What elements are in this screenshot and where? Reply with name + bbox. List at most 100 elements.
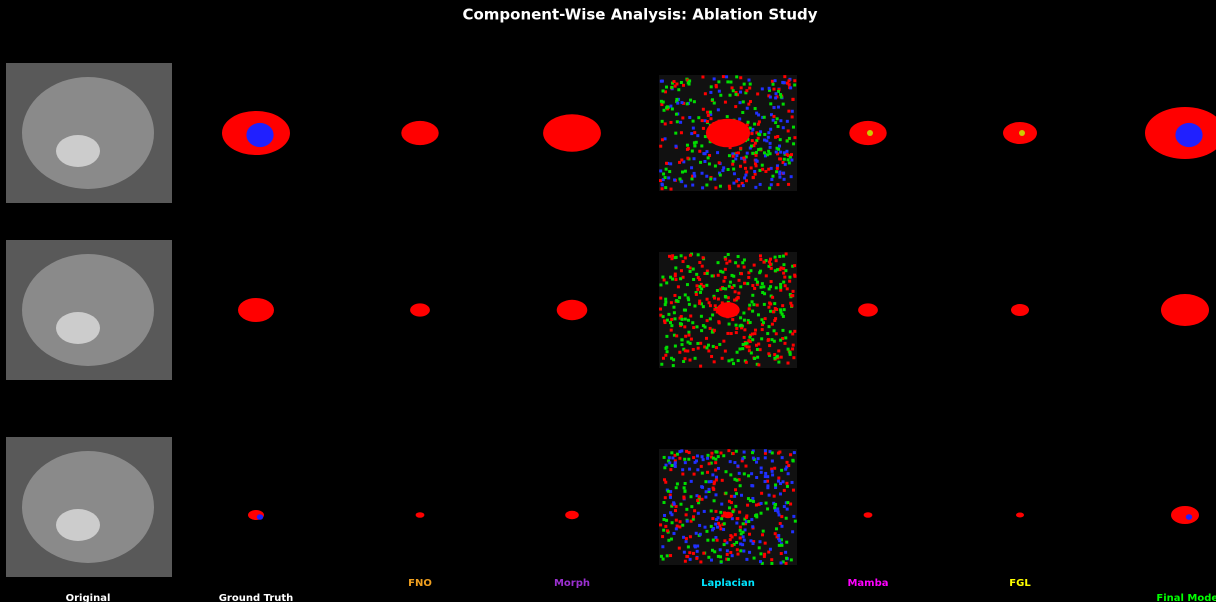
noise-dot: [785, 562, 788, 565]
noise-dot: [755, 461, 758, 464]
noise-dot: [752, 457, 755, 460]
noise-dot: [668, 456, 671, 459]
noise-dot: [712, 457, 715, 460]
noise-dot: [732, 452, 735, 455]
noise-dot: [680, 254, 683, 257]
noise-dot: [780, 96, 783, 99]
noise-dot: [755, 476, 758, 479]
noise-dot: [668, 461, 671, 464]
noise-dot: [680, 180, 683, 183]
noise-dot: [664, 525, 667, 528]
noise-dot: [723, 543, 726, 546]
noise-dot: [661, 187, 664, 190]
noise-dot: [738, 348, 741, 351]
noise-dot: [704, 326, 707, 329]
noise-dot: [726, 115, 729, 118]
noise-dot: [664, 186, 667, 189]
noise-dot: [777, 361, 780, 364]
noise-dot: [669, 554, 672, 557]
noise-dot: [764, 542, 767, 545]
noise-dot: [730, 495, 733, 498]
noise-dot: [743, 176, 746, 179]
noise-dot: [761, 87, 764, 90]
noise-dot: [739, 324, 742, 327]
noise-dot: [689, 359, 692, 362]
noise-dot: [696, 468, 699, 471]
noise-dot: [783, 158, 786, 161]
noise-dot: [696, 342, 699, 345]
noise-dot: [774, 256, 777, 259]
noise-dot: [726, 80, 729, 83]
noise-dot: [757, 457, 760, 460]
noise-dot: [784, 336, 787, 339]
noise-dot: [760, 492, 763, 495]
noise-dot: [769, 128, 772, 131]
noise-dot: [705, 183, 708, 186]
noise-dot: [744, 342, 747, 345]
noise-dot: [684, 349, 687, 352]
noise-dot: [784, 468, 787, 471]
noise-dot: [697, 253, 700, 256]
noise-dot: [777, 476, 780, 479]
noise-dot: [713, 499, 716, 502]
noise-dot: [763, 133, 766, 136]
noise-dot: [675, 299, 678, 302]
noise-dot: [693, 144, 696, 147]
noise-dot: [659, 169, 662, 172]
noise-dot: [733, 495, 736, 498]
noise-dot: [662, 529, 665, 532]
noise-dot: [693, 175, 696, 178]
noise-dot: [748, 87, 751, 90]
noise-dot: [736, 553, 739, 556]
noise-dot: [665, 281, 668, 284]
tumor-mask: [864, 512, 873, 518]
noise-dot: [793, 79, 796, 82]
noise-dot: [666, 105, 669, 108]
noise-dot: [689, 314, 692, 317]
noise-dot: [724, 101, 727, 104]
noise-dot: [783, 276, 786, 279]
noise-dot: [706, 120, 709, 123]
noise-dot: [739, 529, 742, 532]
column-label: Original: [66, 593, 111, 602]
noise-dot: [680, 323, 683, 326]
noise-dot: [759, 148, 762, 151]
noise-dot: [714, 523, 717, 526]
noise-dot: [707, 556, 710, 559]
noise-dot: [770, 178, 773, 181]
noise-dot: [722, 166, 725, 169]
noise-dot: [732, 182, 735, 185]
noise-dot: [783, 489, 786, 492]
noise-dot: [772, 115, 775, 118]
noise-dot: [707, 344, 710, 347]
noise-dot: [662, 518, 665, 521]
noise-dot: [729, 538, 732, 541]
noise-dot: [735, 180, 738, 183]
noise-dot: [764, 472, 767, 475]
noise-dot: [684, 170, 687, 173]
core-mask: [1186, 514, 1192, 520]
noise-dot: [790, 175, 793, 178]
noise-dot: [678, 351, 681, 354]
noise-dot: [793, 136, 796, 139]
noise-dot: [734, 93, 737, 96]
noise-dot: [673, 294, 676, 297]
noise-dot: [771, 323, 774, 326]
noise-dot: [722, 287, 725, 290]
noise-dot: [789, 503, 792, 506]
noise-dot: [698, 150, 701, 153]
noise-dot: [693, 304, 696, 307]
noise-dot: [717, 467, 720, 470]
noise-dot: [776, 355, 779, 358]
noise-dot: [714, 186, 717, 189]
noise-dot: [738, 117, 741, 120]
noise-dot: [769, 263, 772, 266]
noise-dot: [790, 294, 793, 297]
noise-dot: [728, 154, 731, 157]
tumor-mask: [557, 300, 588, 320]
noise-dot: [687, 545, 690, 548]
noise-dot: [750, 166, 753, 169]
noise-dot: [702, 285, 705, 288]
noise-dot: [713, 308, 716, 311]
noise-dot: [668, 170, 671, 173]
